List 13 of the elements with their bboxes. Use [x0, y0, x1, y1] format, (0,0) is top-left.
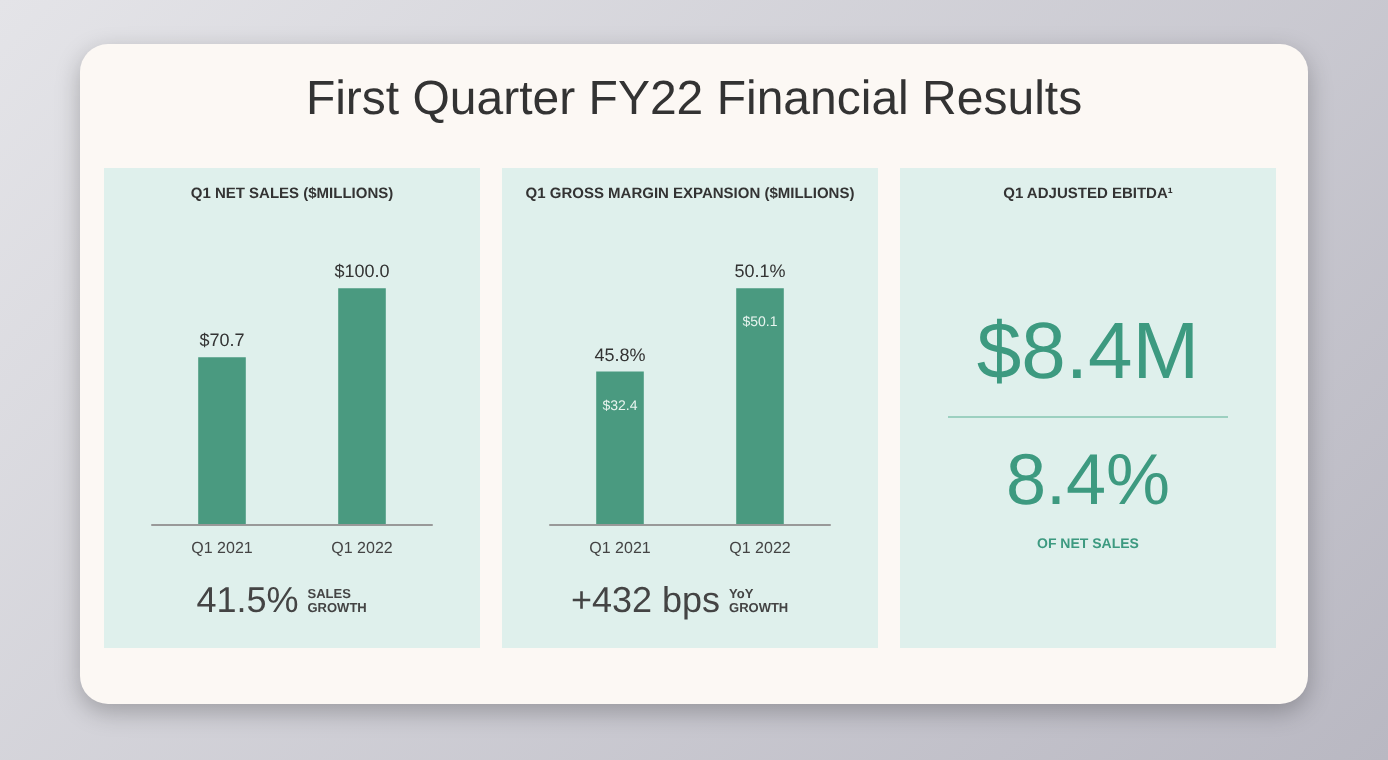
- text: 41.5%: [196, 580, 299, 620]
- data-label: $100.0: [334, 261, 390, 282]
- text: 8.4%: [1003, 438, 1173, 522]
- x-tick-label: Q1 2021: [589, 539, 652, 557]
- text: First Quarter FY22 Financial Results: [303, 72, 1085, 128]
- text: +432 bps: [570, 580, 721, 620]
- text: $8.4M: [974, 308, 1202, 398]
- annotation: 50.1%: [734, 261, 786, 282]
- x-tick-label: Q1 2022: [729, 539, 792, 557]
- annotation: 45.8%: [594, 344, 646, 365]
- data-label: $70.7: [199, 330, 245, 351]
- x-tick-label: Q1 2021: [191, 539, 254, 557]
- x-tick-label: Q1 2022: [331, 539, 394, 557]
